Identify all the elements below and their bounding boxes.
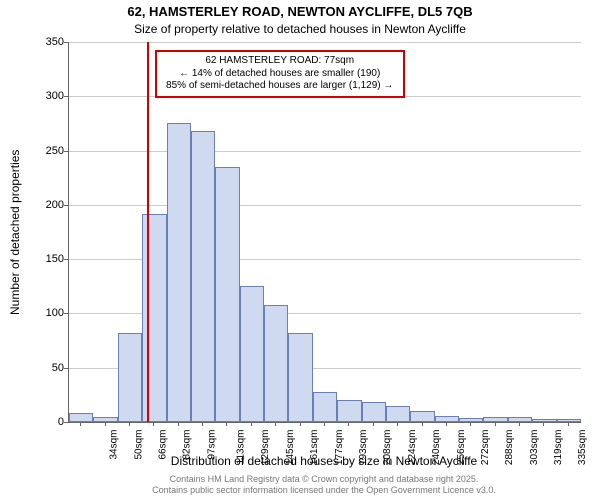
y-tick-mark [64, 422, 68, 423]
histogram-bar [215, 167, 239, 422]
x-tick-mark [80, 422, 81, 426]
y-tick-label: 0 [34, 416, 64, 428]
x-tick-mark [422, 422, 423, 426]
y-tick-label: 150 [34, 253, 64, 265]
y-tick-mark [64, 42, 68, 43]
histogram-bar [532, 419, 556, 422]
callout-line3: 85% of semi-detached houses are larger (… [166, 80, 393, 91]
page-title: 62, HAMSTERLEY ROAD, NEWTON AYCLIFFE, DL… [0, 4, 600, 19]
y-tick-label: 350 [34, 36, 64, 48]
histogram-bar [167, 123, 191, 422]
x-tick-mark [470, 422, 471, 426]
y-axis-label: Number of detached properties [8, 149, 22, 314]
histogram-bar [69, 413, 93, 422]
x-tick-mark [348, 422, 349, 426]
y-tick-label: 250 [34, 145, 64, 157]
histogram-bar [435, 416, 459, 423]
x-tick-mark [153, 422, 154, 426]
histogram-bar [191, 131, 215, 422]
x-tick-mark [275, 422, 276, 426]
attribution-line1: Contains HM Land Registry data © Crown c… [170, 474, 479, 484]
x-tick-mark [519, 422, 520, 426]
histogram-bar [410, 411, 434, 422]
y-tick-label: 100 [34, 307, 64, 319]
chart-container: { "title_line1": "62, HAMSTERLEY ROAD, N… [0, 0, 600, 500]
y-tick-label: 200 [34, 199, 64, 211]
y-tick-mark [64, 96, 68, 97]
callout-title: 62 HAMSTERLEY ROAD: 77sqm [205, 55, 354, 66]
y-tick-label: 300 [34, 90, 64, 102]
x-tick-mark [129, 422, 130, 426]
x-tick-mark [105, 422, 106, 426]
histogram-bar [118, 333, 142, 422]
histogram-bar [93, 417, 117, 422]
x-tick-mark [202, 422, 203, 426]
y-tick-label: 50 [34, 362, 64, 374]
marker-callout: 62 HAMSTERLEY ROAD: 77sqm ← 14% of detach… [155, 50, 405, 98]
attribution-text: Contains HM Land Registry data © Crown c… [68, 474, 580, 496]
x-tick-mark [446, 422, 447, 426]
x-tick-mark [251, 422, 252, 426]
x-tick-mark [178, 422, 179, 426]
x-tick-mark [397, 422, 398, 426]
histogram-bar [264, 305, 288, 422]
x-tick-mark [300, 422, 301, 426]
histogram-bar [313, 392, 337, 422]
histogram-bar [240, 286, 264, 422]
y-tick-mark [64, 205, 68, 206]
y-tick-mark [64, 368, 68, 369]
histogram-bar [288, 333, 312, 422]
histogram-bar [337, 400, 361, 422]
histogram-bar [459, 418, 483, 422]
x-tick-mark [543, 422, 544, 426]
histogram-bar [386, 406, 410, 422]
histogram-bar [557, 419, 581, 422]
histogram-bar [508, 417, 532, 422]
x-tick-mark [495, 422, 496, 426]
y-tick-mark [64, 259, 68, 260]
x-axis-label: Distribution of detached houses by size … [68, 454, 580, 468]
x-tick-mark [568, 422, 569, 426]
histogram-bar [483, 417, 507, 422]
x-tick-mark [373, 422, 374, 426]
x-tick-mark [324, 422, 325, 426]
attribution-line2: Contains public sector information licen… [152, 485, 496, 495]
plot-area: 62 HAMSTERLEY ROAD: 77sqm ← 14% of detach… [68, 42, 581, 423]
y-tick-mark [64, 151, 68, 152]
histogram-bar [362, 402, 386, 422]
y-tick-mark [64, 313, 68, 314]
marker-line [147, 42, 149, 422]
callout-line2: ← 14% of detached houses are smaller (19… [179, 68, 380, 79]
x-tick-mark [226, 422, 227, 426]
page-subtitle: Size of property relative to detached ho… [0, 22, 600, 36]
